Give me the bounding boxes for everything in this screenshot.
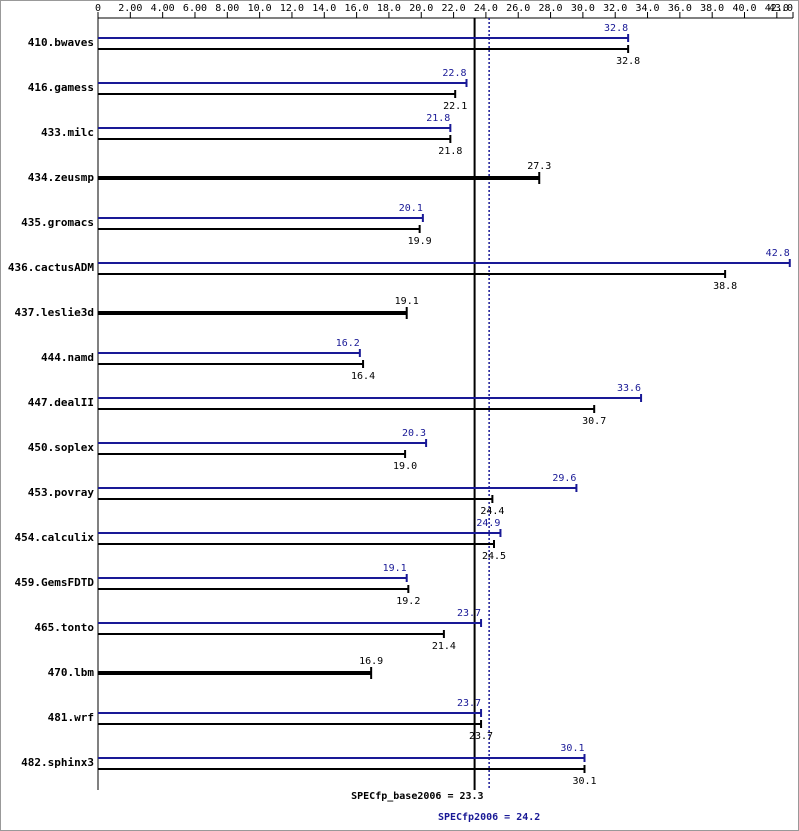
value-label: 16.2	[336, 338, 360, 349]
x-tick-label: 10.0	[248, 3, 272, 14]
y-tick-label: 482.sphinx3	[21, 756, 94, 769]
x-tick-label: 28.0	[539, 3, 563, 14]
value-label: 19.1	[395, 296, 419, 307]
value-label: 38.8	[713, 281, 737, 292]
x-tick-label: 24.0	[474, 3, 498, 14]
reference-label: SPECfp2006 = 24.2	[438, 812, 540, 823]
y-tick-label: 454.calculix	[15, 531, 95, 544]
value-label: 42.8	[766, 248, 790, 259]
value-label: 23.7	[457, 698, 481, 709]
value-label: 24.9	[476, 518, 500, 529]
value-label: 32.8	[604, 23, 628, 34]
y-tick-label: 453.povray	[28, 486, 95, 499]
value-label: 21.8	[426, 113, 450, 124]
value-label: 27.3	[527, 161, 551, 172]
y-tick-label: 470.lbm	[48, 666, 95, 679]
value-label: 30.7	[582, 416, 606, 427]
x-tick-label: 18.0	[377, 3, 401, 14]
value-label: 24.5	[482, 551, 506, 562]
value-label: 21.8	[438, 146, 462, 157]
bar	[98, 176, 540, 180]
value-label: 23.7	[457, 608, 481, 619]
x-tick-label: 34.0	[635, 3, 659, 14]
x-tick-label: 8.00	[215, 3, 239, 14]
x-tick-label: 12.0	[280, 3, 304, 14]
value-label: 16.4	[351, 371, 375, 382]
x-tick-label: 6.00	[183, 3, 207, 14]
value-label: 20.3	[402, 428, 426, 439]
value-label: 22.8	[442, 68, 466, 79]
x-tick-label: 30.0	[571, 3, 595, 14]
value-label: 16.9	[359, 656, 383, 667]
x-tick-label: 16.0	[345, 3, 369, 14]
x-tick-label: 22.0	[442, 3, 466, 14]
value-label: 30.1	[572, 776, 596, 787]
x-tick-label: 42.0	[765, 3, 789, 14]
y-tick-label: 437.leslie3d	[15, 306, 94, 319]
x-tick-label: 4.00	[151, 3, 175, 14]
y-tick-label: 450.soplex	[28, 441, 95, 454]
value-label: 23.7	[469, 731, 493, 742]
x-tick-label: 43.0	[769, 3, 793, 14]
y-tick-label: 459.GemsFDTD	[15, 576, 95, 589]
y-tick-label: 465.tonto	[34, 621, 94, 634]
x-tick-label: 2.00	[118, 3, 142, 14]
x-tick-label: 40.0	[732, 3, 756, 14]
x-tick-label: 0	[95, 3, 101, 14]
x-tick-label: 14.0	[312, 3, 336, 14]
y-tick-label: 444.namd	[41, 351, 94, 364]
x-tick-label: 38.0	[700, 3, 724, 14]
x-tick-label: 36.0	[668, 3, 692, 14]
value-label: 32.8	[616, 56, 640, 67]
value-label: 21.4	[432, 641, 456, 652]
reference-label: SPECfp_base2006 = 23.3	[351, 791, 483, 802]
value-label: 30.1	[560, 743, 584, 754]
value-label: 20.1	[399, 203, 423, 214]
y-tick-label: 436.cactusADM	[8, 261, 94, 274]
y-tick-label: 435.gromacs	[21, 216, 94, 229]
value-label: 33.6	[617, 383, 641, 394]
y-tick-label: 433.milc	[41, 126, 94, 139]
bar	[98, 311, 407, 315]
value-label: 19.2	[396, 596, 420, 607]
x-tick-label: 32.0	[603, 3, 627, 14]
y-tick-label: 410.bwaves	[28, 36, 94, 49]
value-label: 19.1	[383, 563, 407, 574]
y-tick-label: 447.dealII	[28, 396, 94, 409]
x-tick-label: 20.0	[409, 3, 433, 14]
value-label: 19.0	[393, 461, 417, 472]
y-tick-label: 434.zeusmp	[28, 171, 95, 184]
value-label: 24.4	[480, 506, 504, 517]
value-label: 29.6	[552, 473, 576, 484]
y-tick-label: 416.gamess	[28, 81, 94, 94]
x-tick-label: 26.0	[506, 3, 530, 14]
y-tick-label: 481.wrf	[48, 711, 94, 724]
value-label: 19.9	[408, 236, 432, 247]
value-label: 22.1	[443, 101, 467, 112]
bar	[98, 671, 372, 675]
